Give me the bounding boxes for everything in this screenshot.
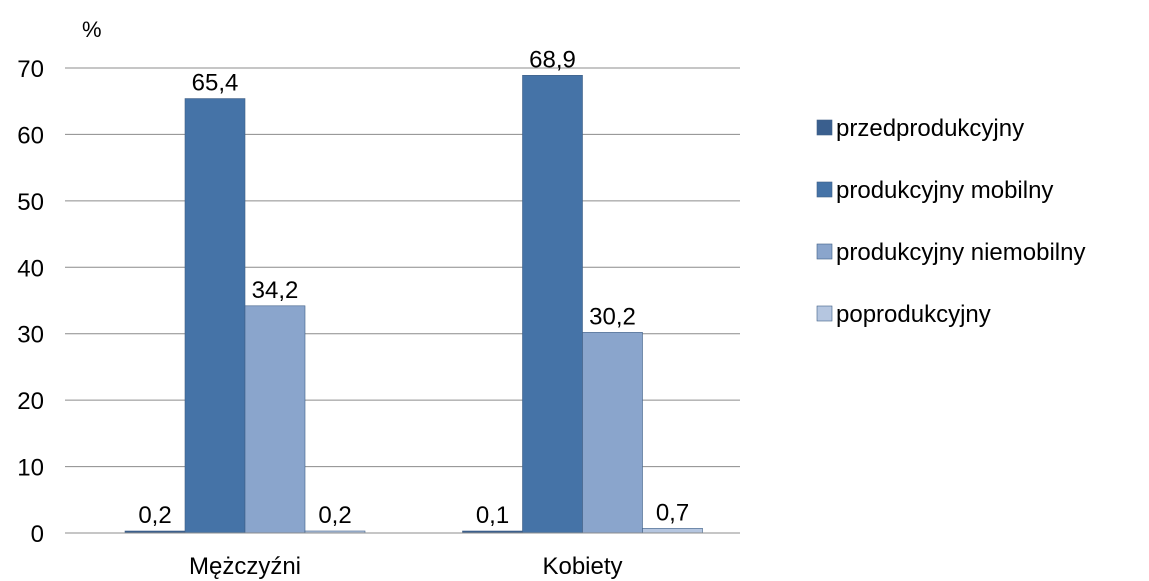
category-label: Mężczyźni — [189, 553, 301, 580]
category-labels: Mężczyźni Kobiety — [189, 553, 623, 580]
bar — [642, 528, 703, 534]
legend-label: produkcyjny niemobilny — [836, 239, 1085, 266]
y-axis-ticks: 0 10 20 30 40 50 60 70 — [17, 56, 44, 548]
data-label: 0,1 — [476, 502, 509, 529]
category-label: Kobiety — [542, 553, 622, 580]
data-label: 65,4 — [192, 70, 239, 97]
legend-swatch — [816, 119, 833, 136]
bar — [244, 305, 306, 534]
bar — [522, 75, 583, 534]
y-tick-label: 60 — [17, 122, 44, 149]
bar — [582, 332, 643, 534]
legend-swatch — [816, 243, 833, 260]
data-label: 30,2 — [589, 303, 636, 330]
gridlines — [65, 67, 740, 468]
data-labels: 0,2 65,4 34,2 0,2 0,1 68,9 30,2 0,7 — [138, 46, 689, 529]
y-tick-label: 70 — [17, 56, 44, 83]
bars — [124, 75, 703, 534]
bar — [184, 98, 246, 534]
data-label: 0,2 — [318, 502, 351, 529]
legend: przedprodukcyjny produkcyjny mobilny produ… — [816, 115, 1085, 328]
y-tick-label: 10 — [17, 455, 44, 482]
y-tick-label: 0 — [31, 521, 44, 548]
legend-swatch — [816, 305, 833, 322]
legend-label: produkcyjny mobilny — [836, 177, 1053, 204]
legend-label: poprodukcyjny — [836, 301, 991, 328]
y-axis-unit-label: % — [82, 17, 102, 42]
y-tick-label: 50 — [17, 189, 44, 216]
legend-label: przedprodukcyjny — [836, 115, 1024, 142]
data-label: 0,2 — [138, 502, 171, 529]
data-label: 68,9 — [529, 46, 576, 73]
data-label: 0,7 — [656, 499, 689, 526]
legend-swatch — [816, 181, 833, 198]
y-tick-label: 30 — [17, 322, 44, 349]
data-label: 34,2 — [252, 277, 299, 304]
y-tick-label: 40 — [17, 255, 44, 282]
y-tick-label: 20 — [17, 388, 44, 415]
